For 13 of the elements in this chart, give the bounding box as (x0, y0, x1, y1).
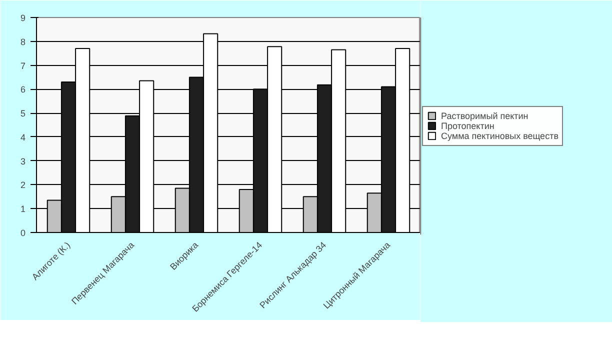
y-tick-label: 8 (20, 36, 26, 47)
legend-label: Растворимый пектин (441, 110, 528, 120)
y-tick-label: 1 (20, 204, 26, 214)
y-tick-label: 4 (20, 132, 26, 142)
legend-label: Сумма пектиновых веществ (441, 130, 558, 140)
y-tick-label: 5 (20, 108, 26, 119)
y-tick-label: 6 (20, 84, 26, 95)
y-tick-label: 2 (20, 180, 26, 190)
y-tick-label: 7 (20, 60, 26, 71)
y-tick-label: 0 (20, 228, 26, 238)
legend-label: Протопектин (441, 120, 494, 130)
y-tick-label: 9 (20, 13, 26, 23)
y-tick-label: 3 (20, 156, 26, 166)
